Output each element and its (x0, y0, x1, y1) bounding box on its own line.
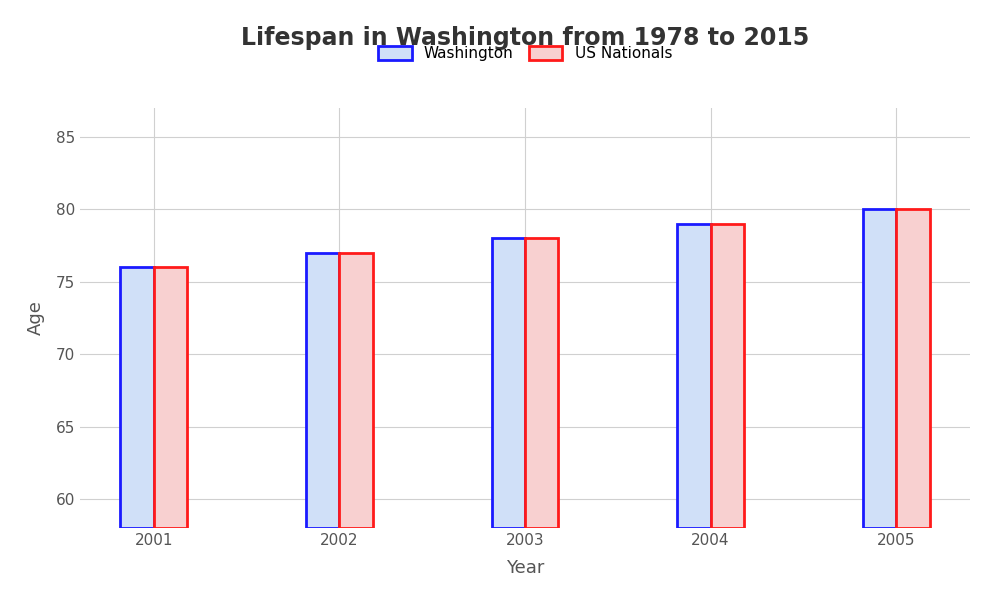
Legend: Washington, US Nationals: Washington, US Nationals (372, 40, 678, 67)
Title: Lifespan in Washington from 1978 to 2015: Lifespan in Washington from 1978 to 2015 (241, 26, 809, 50)
Bar (154, 268, 187, 528)
Bar (896, 209, 930, 528)
X-axis label: Year: Year (506, 559, 544, 577)
Bar (863, 209, 896, 528)
Bar (339, 253, 373, 528)
Bar (306, 253, 339, 528)
Bar (120, 268, 154, 528)
Bar (525, 238, 558, 528)
Bar (492, 238, 525, 528)
Bar (711, 224, 744, 528)
Bar (677, 224, 711, 528)
Y-axis label: Age: Age (27, 301, 45, 335)
